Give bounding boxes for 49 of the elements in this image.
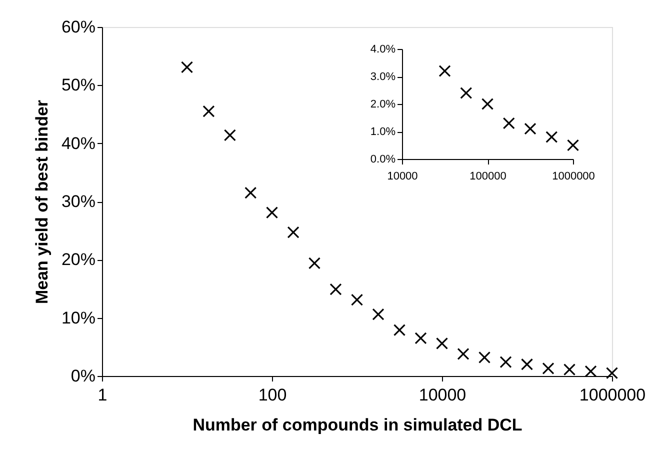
- point: [546, 130, 558, 144]
- point: [202, 105, 215, 118]
- x-tick-label: 1: [98, 386, 108, 404]
- point: [244, 186, 257, 199]
- point: [563, 364, 576, 376]
- point: [438, 64, 451, 78]
- y-tick-label: 60%: [61, 18, 96, 36]
- point: [606, 367, 618, 380]
- point: [460, 86, 472, 100]
- point: [393, 324, 406, 336]
- y-tick-label: 20%: [61, 250, 96, 270]
- y-tick-label: 3.0%: [370, 71, 396, 83]
- y-tick-label: 0.0%: [370, 154, 396, 166]
- point: [180, 61, 194, 74]
- point: [457, 348, 470, 360]
- y-tick-label: 1.0%: [370, 126, 396, 138]
- y-tick-label: 40%: [61, 134, 96, 153]
- point: [224, 129, 236, 142]
- point: [584, 365, 597, 378]
- point: [350, 294, 364, 306]
- point: [308, 257, 321, 270]
- point: [436, 337, 448, 350]
- point: [330, 283, 342, 296]
- point: [287, 226, 300, 238]
- y-tick-label: 10%: [61, 308, 96, 328]
- point: [481, 98, 494, 110]
- x-tick-label: 1000000: [579, 386, 646, 404]
- point: [502, 117, 515, 130]
- y-tick-label: 4.0%: [370, 44, 396, 56]
- y-tick-label: 2.0%: [370, 98, 396, 110]
- x-tick-label: 10000: [418, 386, 466, 404]
- point: [414, 332, 427, 344]
- y-tick-label: 50%: [61, 76, 96, 95]
- point: [478, 351, 491, 364]
- x-axis-title: Number of compounds in simulated DCL: [192, 416, 522, 434]
- point: [524, 122, 536, 135]
- point: [266, 206, 278, 219]
- point: [520, 358, 534, 370]
- x-tick-label: 100: [258, 386, 287, 404]
- x-tick-label: 10000: [387, 170, 418, 182]
- x-tick-label: 1000000: [552, 170, 595, 182]
- y-tick-label: 0%: [70, 366, 96, 386]
- point: [566, 139, 580, 152]
- point: [500, 356, 512, 368]
- point: [372, 308, 384, 320]
- y-tick-label: 30%: [61, 192, 96, 211]
- x-tick-label: 100000: [470, 170, 506, 182]
- y-axis-title: Mean yield of best binder: [32, 100, 52, 304]
- point: [542, 362, 554, 374]
